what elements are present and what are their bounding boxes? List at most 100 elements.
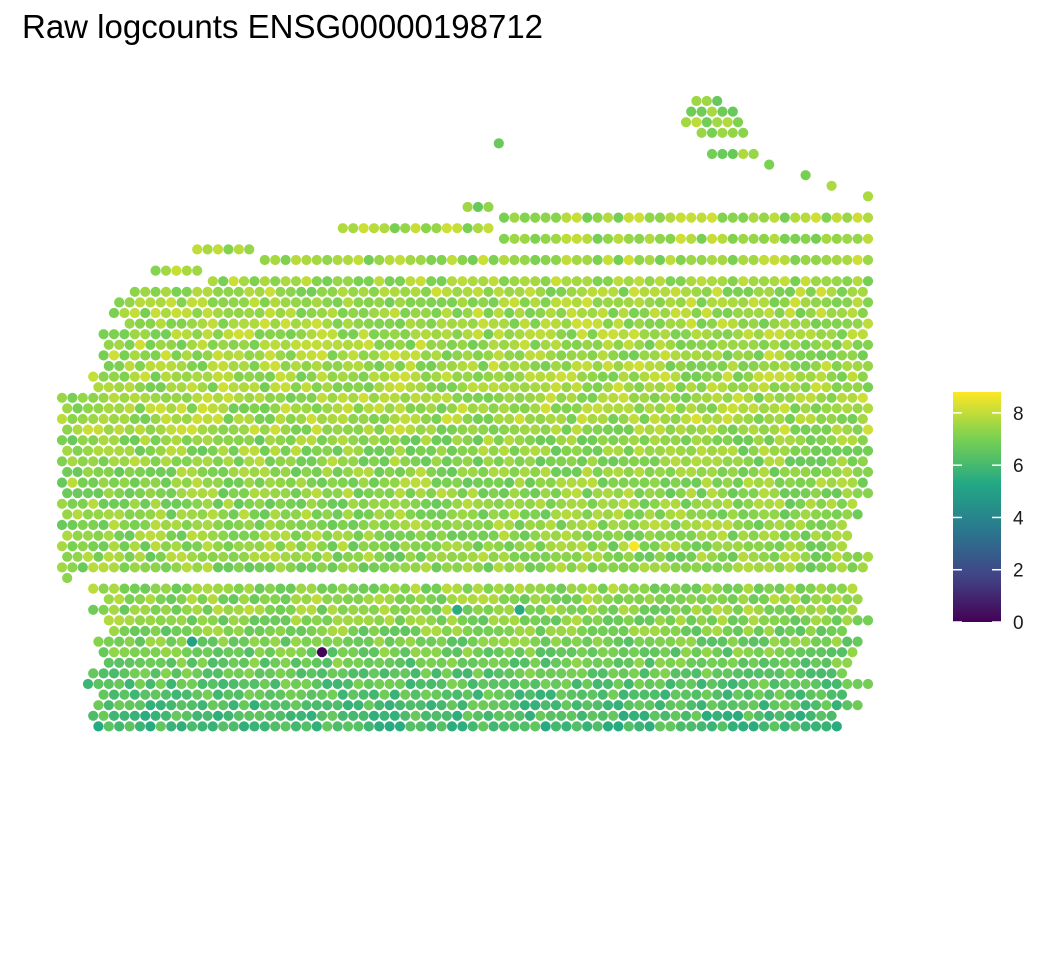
spot-point [540,466,551,478]
spot-point [150,371,161,382]
spot-point [192,392,203,403]
spot-point [545,329,556,340]
spot-point [810,276,822,287]
spot-point [415,445,426,456]
spot-point [706,445,718,456]
spot-point [706,148,718,160]
spot-point [160,477,172,488]
spot-point [571,276,582,287]
spot-point [509,297,520,308]
spot-point [519,254,530,266]
spot-point [800,424,811,435]
spot-point [119,456,130,467]
spot-point [540,318,551,329]
spot-point [691,413,702,425]
spot-point [259,276,270,287]
spot-point [800,445,811,456]
spot-point [738,254,749,266]
spot-point [738,276,749,287]
spot-point [322,488,333,499]
spot-point [727,360,738,372]
spot-point [290,403,302,414]
spot-point [769,318,780,329]
spot-point [478,466,489,478]
spot-point [270,382,281,393]
spot-point [472,201,484,213]
spot-point [509,488,520,499]
spot-point [441,286,452,297]
spot-point [821,233,832,244]
spot-point [322,360,333,372]
spot-point [467,466,478,478]
spot-point [441,392,452,403]
spot-point [613,403,624,414]
spot-point [249,318,260,329]
spot-point [514,456,525,467]
spot-point [322,403,333,414]
spot-point [358,435,369,446]
spot-point [275,435,286,446]
spot-point [420,307,432,319]
spot-point [228,318,239,329]
spot-point [212,456,224,467]
spot-point [608,456,619,467]
spot-point [134,360,146,372]
spot-point [181,456,192,467]
spot-point [129,456,140,467]
spot-point [290,297,302,308]
spot-point [623,212,634,223]
spot-point [457,424,468,435]
spot-point [717,382,728,393]
spot-point [160,371,172,382]
spot-point [285,477,296,488]
spot-point [186,297,198,308]
spot-point [613,276,624,287]
spot-point [836,456,848,467]
spot-point [134,403,146,414]
spot-point [82,403,94,414]
spot-point [363,360,374,372]
spot-point [114,360,125,372]
spot-point [712,371,723,382]
spot-point [478,488,489,499]
spot-point [446,360,458,372]
spot-point [176,339,187,350]
spot-point [576,286,588,297]
spot-point [441,435,452,446]
spot-point [779,466,790,478]
spot-point [348,392,359,403]
spot-point [103,488,114,499]
spot-point [675,445,686,456]
spot-point [218,488,229,499]
spot-point [202,307,213,319]
spot-point [654,403,666,414]
spot-point [488,276,499,287]
spot-point [774,329,785,340]
spot-point [836,371,848,382]
spot-point [462,371,473,382]
spot-point [764,307,775,319]
spot-point [696,403,707,414]
spot-point [270,276,281,287]
spot-point [509,360,520,372]
spot-point [524,371,536,382]
spot-point [394,382,406,393]
spot-point [186,424,198,435]
spot-point [571,488,582,499]
spot-point [748,233,759,244]
spot-point [816,477,827,488]
spot-point [587,413,598,425]
spot-point [680,286,692,297]
spot-point [717,148,728,160]
spot-point [270,403,281,414]
spot-point [363,445,374,456]
spot-point [337,392,348,403]
spot-point [415,339,426,350]
spot-point [644,318,655,329]
spot-point [701,286,712,297]
spot-point [306,286,317,297]
spot-point [322,424,333,435]
spot-point [384,276,395,287]
spot-point [322,254,333,266]
spot-point [212,392,224,403]
